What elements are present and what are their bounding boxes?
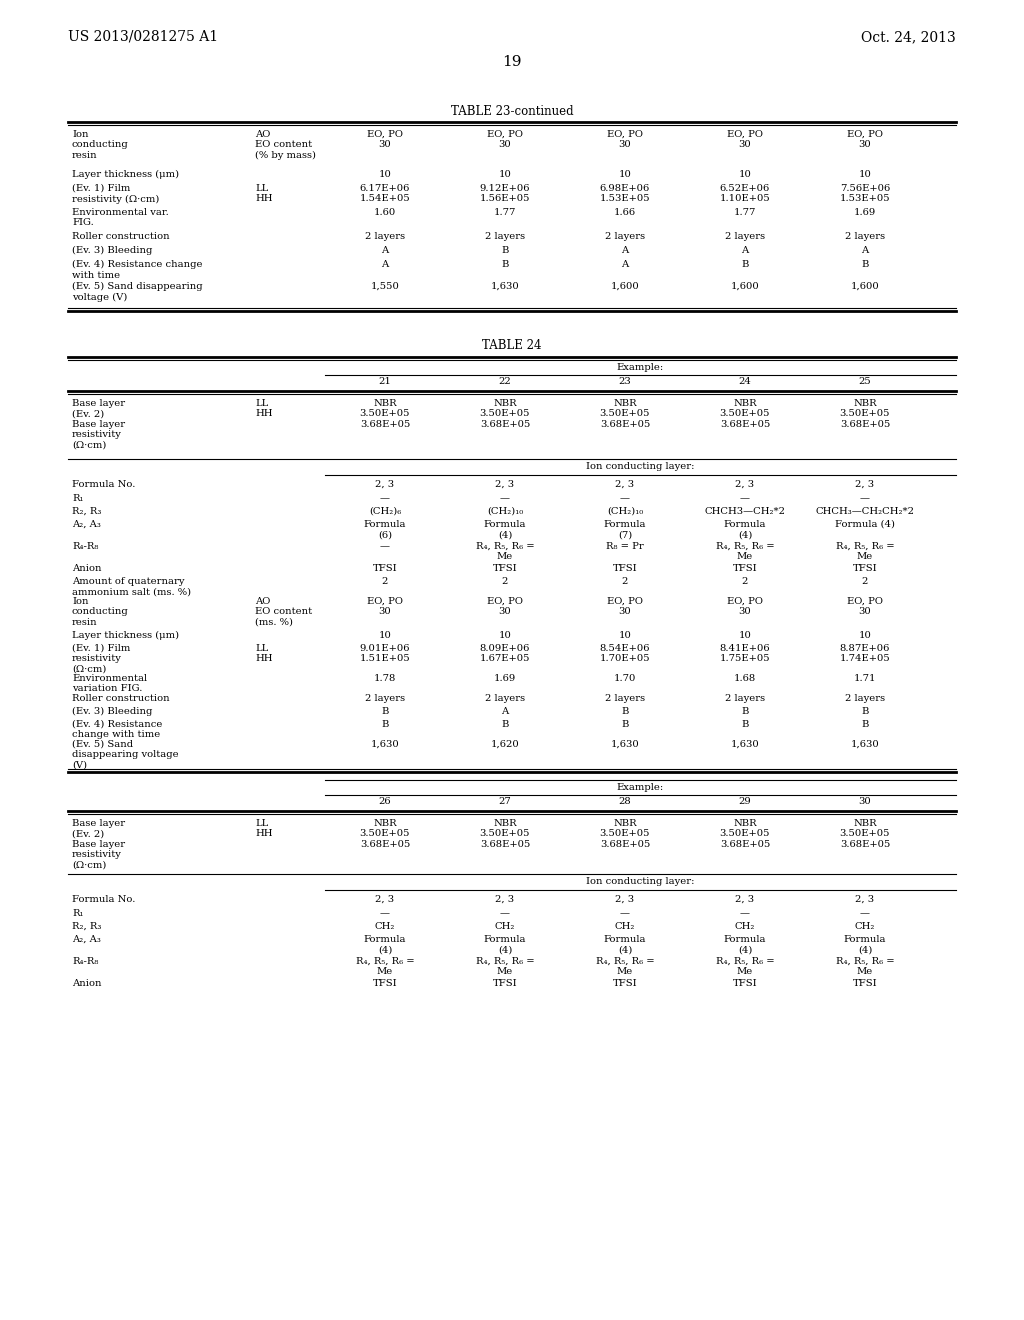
Text: —: — [620, 909, 630, 917]
Text: (Ev. 5) Sand
disappearing voltage
(V): (Ev. 5) Sand disappearing voltage (V) [72, 741, 178, 770]
Text: Environmental
variation FIG.: Environmental variation FIG. [72, 675, 147, 693]
Text: 1.71: 1.71 [854, 675, 877, 682]
Text: Base layer
(Ev. 2)
Base layer
resistivity
(Ω·cm): Base layer (Ev. 2) Base layer resistivit… [72, 818, 125, 870]
Text: 2 layers: 2 layers [605, 232, 645, 242]
Text: R₂, R₃: R₂, R₃ [72, 921, 101, 931]
Text: 1.68: 1.68 [734, 675, 756, 682]
Text: 8.54E+06
1.70E+05: 8.54E+06 1.70E+05 [600, 644, 650, 664]
Text: R₁: R₁ [72, 494, 84, 503]
Text: Roller construction: Roller construction [72, 232, 170, 242]
Text: NBR
3.50E+05
3.68E+05: NBR 3.50E+05 3.68E+05 [720, 399, 770, 429]
Text: TFSI: TFSI [373, 564, 397, 573]
Text: NBR
3.50E+05
3.68E+05: NBR 3.50E+05 3.68E+05 [720, 818, 770, 849]
Text: R₄, R₅, R₆ =
Me: R₄, R₅, R₆ = Me [836, 957, 894, 977]
Text: TFSI: TFSI [733, 979, 758, 987]
Text: —: — [740, 909, 750, 917]
Text: Formula
(6): Formula (6) [364, 520, 407, 540]
Text: 10: 10 [499, 170, 511, 180]
Text: 1,600: 1,600 [610, 282, 639, 290]
Text: CHCH₃—CH₂CH₂*2: CHCH₃—CH₂CH₂*2 [815, 507, 914, 516]
Text: 1.77: 1.77 [494, 209, 516, 216]
Text: 1,600: 1,600 [851, 282, 880, 290]
Text: 8.09E+06
1.67E+05: 8.09E+06 1.67E+05 [480, 644, 530, 664]
Text: A₂, A₃: A₂, A₃ [72, 935, 101, 944]
Text: B: B [741, 260, 749, 269]
Text: 2 layers: 2 layers [845, 694, 885, 704]
Text: 7.56E+06
1.53E+05: 7.56E+06 1.53E+05 [840, 183, 890, 203]
Text: R₄, R₅, R₆ =
Me: R₄, R₅, R₆ = Me [716, 543, 774, 561]
Text: 1.69: 1.69 [854, 209, 877, 216]
Text: Formula
(4): Formula (4) [724, 520, 766, 540]
Text: NBR
3.50E+05
3.68E+05: NBR 3.50E+05 3.68E+05 [840, 818, 890, 849]
Text: CH₂: CH₂ [735, 921, 755, 931]
Text: (Ev. 3) Bleeding: (Ev. 3) Bleeding [72, 708, 153, 717]
Text: 1.60: 1.60 [374, 209, 396, 216]
Text: A: A [861, 246, 868, 255]
Text: Formula
(7): Formula (7) [604, 520, 646, 540]
Text: 10: 10 [379, 631, 391, 640]
Text: NBR
3.50E+05
3.68E+05: NBR 3.50E+05 3.68E+05 [480, 399, 530, 429]
Text: 28: 28 [618, 797, 632, 807]
Text: 2, 3: 2, 3 [496, 480, 515, 488]
Text: 8.41E+06
1.75E+05: 8.41E+06 1.75E+05 [720, 644, 770, 664]
Text: (Ev. 1) Film
resistivity
(Ω·cm): (Ev. 1) Film resistivity (Ω·cm) [72, 644, 130, 673]
Text: Ion
conducting
resin: Ion conducting resin [72, 129, 129, 160]
Text: 1,630: 1,630 [851, 741, 880, 748]
Text: 1.77: 1.77 [734, 209, 756, 216]
Text: Anion: Anion [72, 979, 101, 987]
Text: B: B [502, 260, 509, 269]
Text: Ion
conducting
resin: Ion conducting resin [72, 597, 129, 627]
Text: 2: 2 [862, 577, 868, 586]
Text: Formula No.: Formula No. [72, 480, 135, 488]
Text: 19: 19 [502, 55, 522, 69]
Text: —: — [860, 494, 870, 503]
Text: 2, 3: 2, 3 [615, 895, 635, 904]
Text: 10: 10 [618, 170, 632, 180]
Text: 2 layers: 2 layers [365, 694, 406, 704]
Text: Environmental var.
FIG.: Environmental var. FIG. [72, 209, 169, 227]
Text: EO, PO
30: EO, PO 30 [847, 597, 883, 616]
Text: 2, 3: 2, 3 [376, 895, 394, 904]
Text: 6.52E+06
1.10E+05: 6.52E+06 1.10E+05 [720, 183, 770, 203]
Text: CH₂: CH₂ [375, 921, 395, 931]
Text: LL
HH: LL HH [255, 644, 272, 664]
Text: Layer thickness (μm): Layer thickness (μm) [72, 170, 179, 180]
Text: R₈ = Pr: R₈ = Pr [606, 543, 644, 550]
Text: 2: 2 [741, 577, 749, 586]
Text: US 2013/0281275 A1: US 2013/0281275 A1 [68, 30, 218, 44]
Text: —: — [380, 543, 390, 550]
Text: 2 layers: 2 layers [485, 694, 525, 704]
Text: 1,620: 1,620 [490, 741, 519, 748]
Text: Formula
(4): Formula (4) [483, 935, 526, 954]
Text: 6.17E+06
1.54E+05: 6.17E+06 1.54E+05 [359, 183, 411, 203]
Text: Example:: Example: [616, 363, 665, 372]
Text: R₁: R₁ [72, 909, 84, 917]
Text: B: B [502, 719, 509, 729]
Text: 25: 25 [859, 378, 871, 385]
Text: CH₂: CH₂ [495, 921, 515, 931]
Text: TFSI: TFSI [853, 564, 878, 573]
Text: NBR
3.50E+05
3.68E+05: NBR 3.50E+05 3.68E+05 [359, 399, 411, 429]
Text: 2 layers: 2 layers [725, 694, 765, 704]
Text: R₄, R₅, R₆ =
Me: R₄, R₅, R₆ = Me [476, 543, 535, 561]
Text: AO
EO content
(% by mass): AO EO content (% by mass) [255, 129, 316, 160]
Text: 2, 3: 2, 3 [496, 895, 515, 904]
Text: TABLE 24: TABLE 24 [482, 339, 542, 352]
Text: 1,630: 1,630 [490, 282, 519, 290]
Text: 10: 10 [858, 170, 871, 180]
Text: 10: 10 [499, 631, 511, 640]
Text: 2: 2 [382, 577, 388, 586]
Text: 2 layers: 2 layers [365, 232, 406, 242]
Text: B: B [381, 719, 389, 729]
Text: R₄, R₅, R₆ =
Me: R₄, R₅, R₆ = Me [836, 543, 894, 561]
Text: (Ev. 4) Resistance
change with time: (Ev. 4) Resistance change with time [72, 719, 163, 739]
Text: 29: 29 [738, 797, 752, 807]
Text: (CH₂)₁₀: (CH₂)₁₀ [486, 507, 523, 516]
Text: 1,630: 1,630 [371, 741, 399, 748]
Text: 21: 21 [379, 378, 391, 385]
Text: EO, PO
30: EO, PO 30 [487, 129, 523, 149]
Text: —: — [620, 494, 630, 503]
Text: 10: 10 [738, 631, 752, 640]
Text: (Ev. 3) Bleeding: (Ev. 3) Bleeding [72, 246, 153, 255]
Text: TFSI: TFSI [373, 979, 397, 987]
